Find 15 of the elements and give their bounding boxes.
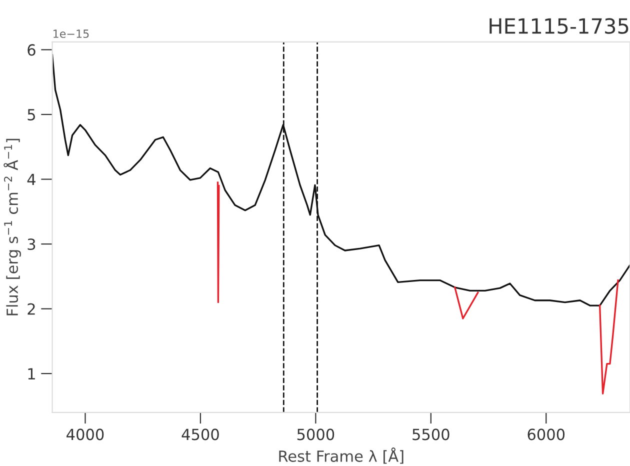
x-tick-label: 5000 (297, 428, 334, 440)
y-tick-label: 1 (28, 368, 35, 380)
y-tick-label: 2 (28, 303, 35, 315)
text: 1e−15 (54, 30, 89, 38)
y-tick-label: 4 (27, 174, 36, 186)
y-tick-label: 3 (28, 238, 36, 250)
x-tick-label: 4000 (66, 428, 104, 440)
y-tick-label: 6 (28, 44, 36, 56)
y-tick-label: 5 (28, 109, 35, 120)
x-tick-label: 5500 (412, 428, 450, 440)
x-tick-label: 4500 (182, 428, 219, 440)
x-axis-title: Rest Frame λ [Å] (279, 448, 404, 464)
y-axis-title: Flux [erg s$^{−1}$ cm$^{−2}$ Å$^{−1}$] (4, 138, 21, 316)
x-tick-label: 6000 (528, 428, 565, 440)
chart-title: HE1115-1735 (490, 18, 628, 34)
